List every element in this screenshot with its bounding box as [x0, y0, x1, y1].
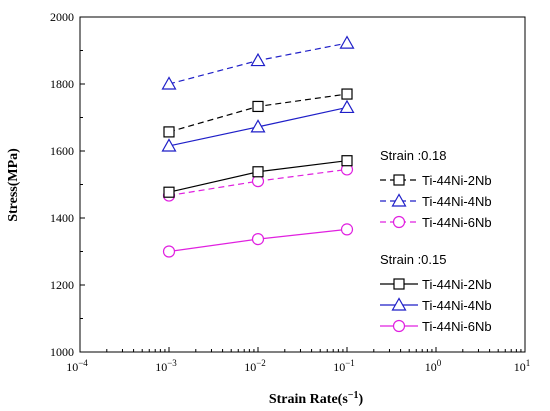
data-point — [250, 119, 266, 133]
legend-label: Ti-44Ni-6Nb — [422, 319, 492, 334]
legend-marker — [391, 193, 407, 207]
legend-label: Ti-44Ni-2Nb — [422, 277, 492, 292]
legend-marker — [391, 297, 407, 311]
y-tick-label: 2000 — [50, 10, 74, 24]
y-tick-label: 1600 — [50, 144, 74, 158]
x-axis-title-close: ) — [358, 392, 363, 407]
x-tick-label: 10−4 — [66, 358, 88, 374]
y-tick-label: 1400 — [50, 211, 74, 225]
data-point — [252, 166, 264, 178]
x-tick-label: 100 — [425, 358, 442, 374]
data-point — [251, 233, 265, 246]
legend: Strain :0.18 Ti-44Ni-2Nb Ti-44Ni-4Nb Ti-44N… — [380, 148, 492, 334]
y-tick-label: 1000 — [50, 345, 74, 359]
data-point — [163, 126, 175, 138]
legend-label: Ti-44Ni-4Nb — [422, 298, 492, 313]
data-point — [161, 76, 177, 90]
legend-label: Ti-44Ni-6Nb — [422, 215, 492, 230]
x-axis-title: Strain Rate(s−1) — [269, 390, 364, 407]
legend-group-title: Strain :0.15 — [380, 252, 447, 267]
y-axis-title: Stress(MPa) — [6, 148, 21, 222]
tick-layer: 1000 1200 1400 1600 1800 2000 10−4 10−3 10−2 10−1… — [50, 10, 530, 374]
legend-label: Ti-44Ni-4Nb — [422, 194, 492, 209]
data-point — [250, 52, 266, 67]
data-point — [161, 138, 177, 152]
legend-marker — [393, 278, 405, 290]
data-point — [162, 245, 176, 258]
data-point — [341, 155, 353, 167]
series-layer — [161, 35, 355, 258]
y-tick-label: 1800 — [50, 77, 74, 91]
x-axis-title-main: Strain Rate(s — [269, 392, 348, 407]
x-tick-label: 10−1 — [333, 358, 355, 374]
y-tick-label: 1200 — [50, 278, 74, 292]
x-axis-title-sup: −1 — [348, 390, 359, 401]
data-point — [341, 88, 353, 100]
legend-marker — [393, 174, 405, 186]
legend-label: Ti-44Ni-2Nb — [422, 173, 492, 188]
legend-marker — [392, 215, 406, 229]
data-point — [340, 223, 354, 236]
x-tick-label: 101 — [514, 358, 531, 374]
data-point — [339, 99, 355, 114]
x-tick-label: 10−3 — [155, 358, 177, 374]
x-tick-label: 10−2 — [244, 358, 266, 374]
data-point — [252, 100, 264, 113]
data-point — [339, 35, 355, 49]
data-point — [163, 186, 175, 198]
legend-group-title: Strain :0.18 — [380, 148, 447, 163]
legend-marker — [392, 319, 406, 333]
